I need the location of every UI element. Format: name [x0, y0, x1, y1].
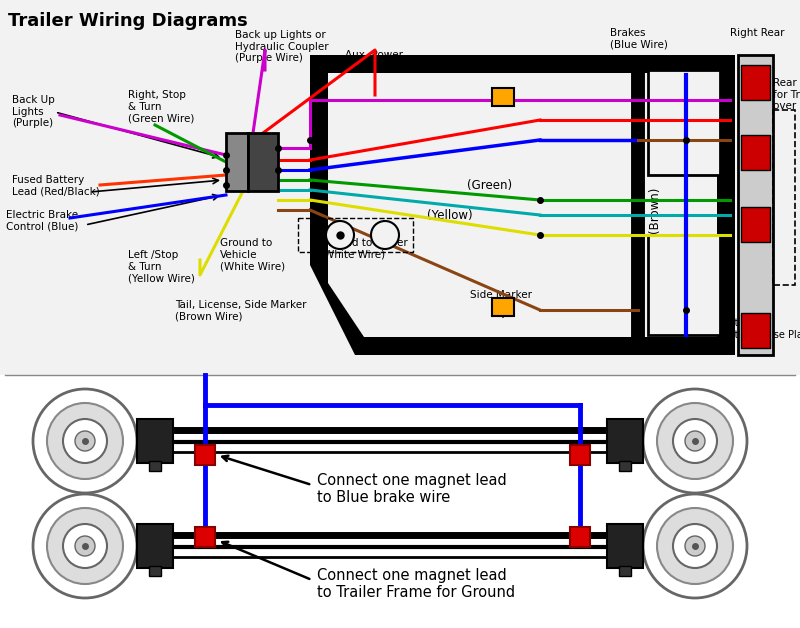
Text: Ground to
Vehicle
(White Wire): Ground to Vehicle (White Wire): [220, 238, 285, 271]
Text: Electric Brake
Control (Blue): Electric Brake Control (Blue): [6, 210, 78, 232]
Bar: [619, 566, 631, 576]
Circle shape: [63, 419, 107, 463]
Bar: [137, 419, 173, 463]
Text: Brakes
(Blue Wire): Brakes (Blue Wire): [610, 28, 668, 50]
Circle shape: [673, 524, 717, 568]
Circle shape: [75, 431, 95, 451]
Circle shape: [47, 403, 123, 479]
Bar: [195, 445, 215, 465]
Text: Rear Markers
for Trailers
over 80" wide: Rear Markers for Trailers over 80" wide: [773, 78, 800, 111]
Text: (Green): (Green): [467, 178, 513, 192]
Text: Tail, License, Side Marker
(Brown Wire): Tail, License, Side Marker (Brown Wire): [175, 300, 306, 322]
Polygon shape: [310, 55, 735, 355]
Text: Right, Stop
& Turn
(Green Wire): Right, Stop & Turn (Green Wire): [128, 90, 194, 123]
Text: Back Up
Lights
(Purple): Back Up Lights (Purple): [12, 95, 54, 128]
Bar: [607, 419, 643, 463]
Text: Connect one magnet lead
to Trailer Frame for Ground: Connect one magnet lead to Trailer Frame…: [317, 568, 515, 600]
Bar: [298, 218, 413, 252]
Text: Fused Battery
Lead (Red/Black): Fused Battery Lead (Red/Black): [12, 175, 100, 197]
Bar: [248, 133, 278, 191]
Text: Trailer Wiring Diagrams: Trailer Wiring Diagrams: [8, 12, 248, 30]
Bar: [741, 135, 770, 170]
Bar: [648, 235, 720, 335]
Bar: [492, 88, 514, 106]
Circle shape: [685, 536, 705, 556]
Circle shape: [657, 508, 733, 584]
Circle shape: [47, 508, 123, 584]
Circle shape: [371, 221, 399, 249]
Bar: [0, 375, 800, 628]
Bar: [195, 527, 215, 547]
Bar: [607, 524, 643, 568]
Text: Back up Lights or
Hydraulic Coupler
(Purple Wire): Back up Lights or Hydraulic Coupler (Pur…: [235, 30, 329, 63]
Text: Side Marker: Side Marker: [470, 290, 532, 300]
Text: Connect one magnet lead
to Blue brake wire: Connect one magnet lead to Blue brake wi…: [317, 473, 506, 506]
Bar: [741, 65, 770, 100]
Circle shape: [75, 536, 95, 556]
Circle shape: [657, 403, 733, 479]
Text: Aux. Power
(Red Wire): Aux. Power (Red Wire): [345, 50, 403, 72]
Bar: [738, 55, 773, 355]
Polygon shape: [328, 73, 717, 337]
Circle shape: [33, 389, 137, 493]
Circle shape: [63, 524, 107, 568]
Circle shape: [643, 494, 747, 598]
Circle shape: [673, 419, 717, 463]
Bar: [773, 110, 795, 285]
Circle shape: [643, 389, 747, 493]
Text: Side Marker: Side Marker: [470, 60, 532, 70]
Bar: [226, 133, 248, 191]
Bar: [149, 461, 161, 471]
Bar: [492, 298, 514, 316]
Bar: [648, 70, 720, 175]
Text: Left Rear
(with License Plate Bracket): Left Rear (with License Plate Bracket): [720, 318, 800, 340]
Bar: [137, 524, 173, 568]
Bar: [570, 445, 590, 465]
Text: Left /Stop
& Turn
(Yellow Wire): Left /Stop & Turn (Yellow Wire): [128, 250, 195, 283]
Bar: [619, 461, 631, 471]
Text: (Yellow): (Yellow): [427, 208, 473, 222]
Bar: [741, 313, 770, 348]
Bar: [149, 566, 161, 576]
Bar: [741, 207, 770, 242]
Circle shape: [685, 431, 705, 451]
Bar: [570, 527, 590, 547]
Text: Ground to Trailer
(White Wire): Ground to Trailer (White Wire): [320, 238, 408, 259]
Circle shape: [33, 494, 137, 598]
Circle shape: [326, 221, 354, 249]
Text: (Brown): (Brown): [649, 187, 662, 233]
Text: Right Rear: Right Rear: [730, 28, 785, 38]
